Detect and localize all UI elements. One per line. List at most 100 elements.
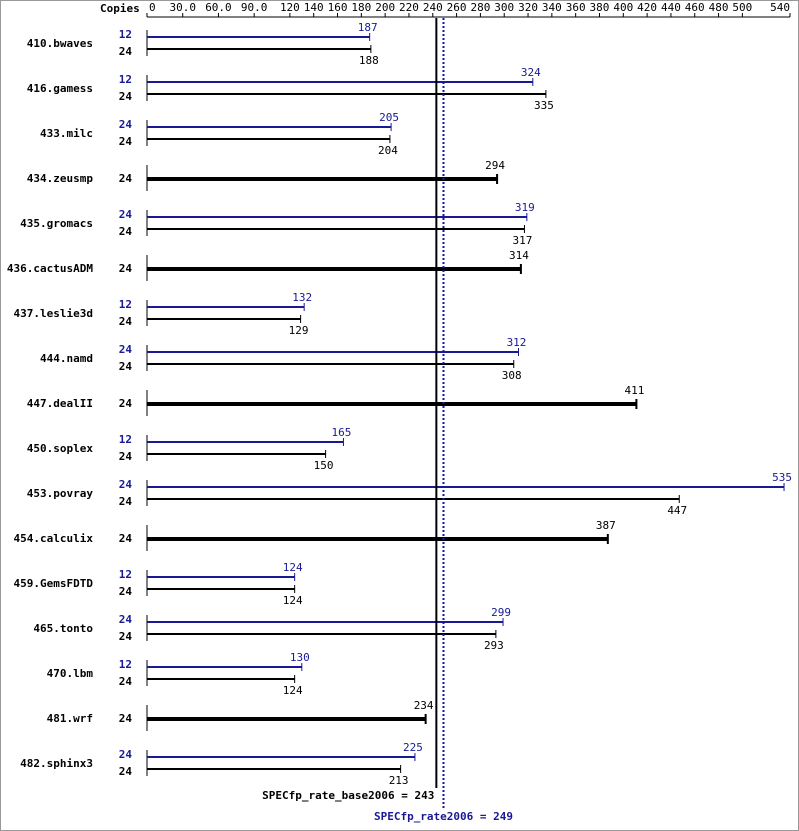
copies-label: 24 — [119, 45, 133, 58]
value-label: 150 — [314, 459, 334, 472]
value-label: 124 — [283, 594, 303, 607]
benchmark-name: 482.sphinx3 — [20, 757, 93, 770]
x-tick-label: 340 — [542, 1, 562, 14]
x-tick-label: 460 — [685, 1, 705, 14]
copies-label: 24 — [119, 315, 133, 328]
benchmark-name: 435.gromacs — [20, 217, 93, 230]
x-tick-label: 380 — [590, 1, 610, 14]
x-tick-label: 540 — [770, 1, 790, 14]
benchmark-name: 444.namd — [40, 352, 93, 365]
value-label: 213 — [389, 774, 409, 787]
value-label: 225 — [403, 741, 423, 754]
value-label: 129 — [289, 324, 309, 337]
copies-label: 24 — [119, 262, 133, 275]
x-tick-label: 360 — [566, 1, 586, 14]
copies-label: 24 — [119, 495, 133, 508]
value-label: 535 — [772, 471, 792, 484]
value-label: 188 — [359, 54, 379, 67]
x-tick-label: 240 — [423, 1, 443, 14]
value-label: 314 — [509, 249, 529, 262]
copies-label: 24 — [119, 343, 133, 356]
x-tick-label: 200 — [375, 1, 395, 14]
benchmark-name: 433.milc — [40, 127, 93, 140]
benchmark-name: 453.povray — [27, 487, 94, 500]
value-label: 204 — [378, 144, 398, 157]
copies-label: 12 — [119, 658, 132, 671]
x-tick-label: 300 — [494, 1, 514, 14]
copies-label: 24 — [119, 712, 133, 725]
value-label: 319 — [515, 201, 535, 214]
copies-label: 12 — [119, 298, 132, 311]
x-tick-label: 180 — [351, 1, 371, 14]
value-label: 317 — [513, 234, 533, 247]
benchmark-name: 465.tonto — [33, 622, 93, 635]
benchmark-name: 481.wrf — [47, 712, 93, 725]
value-label: 130 — [290, 651, 310, 664]
x-tick-label: 220 — [399, 1, 419, 14]
benchmark-name: 436.cactusADM — [7, 262, 93, 275]
copies-label: 24 — [119, 118, 133, 131]
copies-label: 24 — [119, 630, 133, 643]
copies-label: 24 — [119, 748, 133, 761]
value-label: 411 — [624, 384, 644, 397]
value-label: 308 — [502, 369, 522, 382]
copies-label: 12 — [119, 28, 132, 41]
benchmark-name: 434.zeusmp — [27, 172, 94, 185]
benchmark-name: 447.dealII — [27, 397, 93, 410]
benchmark-name: 450.soplex — [27, 442, 94, 455]
value-label: 447 — [667, 504, 687, 517]
x-tick-label: 400 — [613, 1, 633, 14]
x-tick-label: 480 — [709, 1, 729, 14]
value-label: 299 — [491, 606, 511, 619]
x-tick-label: 90.0 — [241, 1, 268, 14]
x-tick-label: 120 — [280, 1, 300, 14]
reference-label: SPECfp_rate_base2006 = 243 — [262, 789, 434, 802]
value-label: 335 — [534, 99, 554, 112]
x-tick-label: 280 — [470, 1, 490, 14]
copies-label: 24 — [119, 90, 133, 103]
copies-label: 24 — [119, 397, 133, 410]
copies-label: 24 — [119, 613, 133, 626]
copies-label: 24 — [119, 135, 133, 148]
value-label: 124 — [283, 684, 303, 697]
value-label: 124 — [283, 561, 303, 574]
value-label: 132 — [292, 291, 312, 304]
value-label: 234 — [414, 699, 434, 712]
value-label: 312 — [507, 336, 527, 349]
reference-label: SPECfp_rate2006 = 249 — [374, 810, 513, 823]
x-tick-label: 260 — [447, 1, 467, 14]
value-label: 293 — [484, 639, 504, 652]
copies-label: 12 — [119, 433, 132, 446]
copies-label: 24 — [119, 450, 133, 463]
benchmark-name: 410.bwaves — [27, 37, 93, 50]
value-label: 294 — [485, 159, 505, 172]
copies-label: 24 — [119, 585, 133, 598]
copies-label: 24 — [119, 208, 133, 221]
value-label: 387 — [596, 519, 616, 532]
x-tick-label: 420 — [637, 1, 657, 14]
benchmark-name: 416.gamess — [27, 82, 93, 95]
copies-label: 24 — [119, 532, 133, 545]
benchmark-name: 470.lbm — [47, 667, 94, 680]
benchmark-name: 454.calculix — [14, 532, 94, 545]
x-tick-label: 500 — [732, 1, 752, 14]
value-label: 324 — [521, 66, 541, 79]
x-tick-label: 140 — [304, 1, 324, 14]
axis-label: Copies — [100, 2, 140, 15]
copies-label: 24 — [119, 360, 133, 373]
x-tick-label: 320 — [518, 1, 538, 14]
value-label: 205 — [379, 111, 399, 124]
x-tick-label: 440 — [661, 1, 681, 14]
x-tick-label: 0 — [149, 1, 156, 14]
value-label: 165 — [332, 426, 352, 439]
value-label: 187 — [358, 21, 378, 34]
copies-label: 12 — [119, 73, 132, 86]
benchmark-name: 437.leslie3d — [14, 307, 93, 320]
x-tick-label: 30.0 — [169, 1, 196, 14]
x-tick-label: 160 — [328, 1, 348, 14]
copies-label: 24 — [119, 675, 133, 688]
copies-label: 24 — [119, 172, 133, 185]
